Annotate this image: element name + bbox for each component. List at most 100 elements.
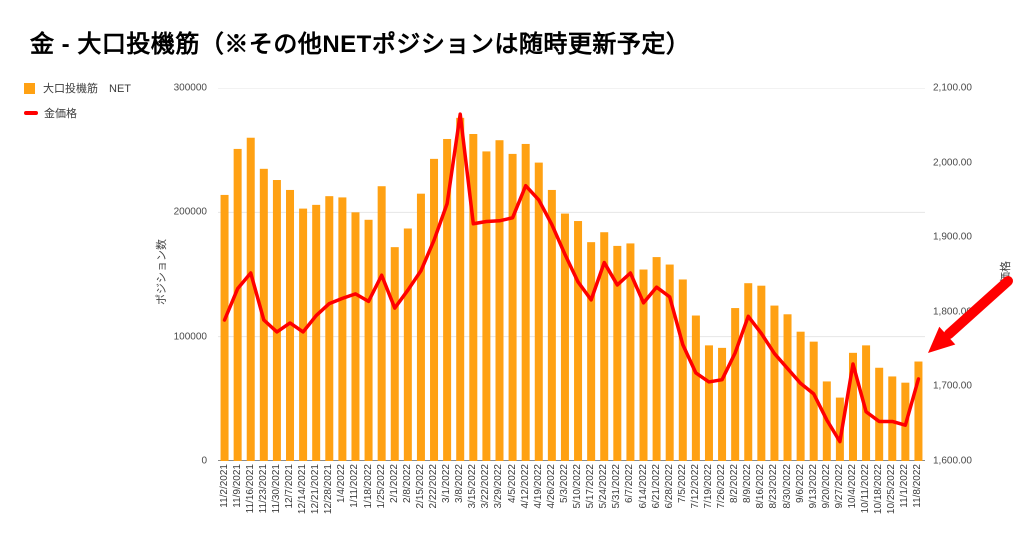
x-axis-date-label: 8/23/2022 xyxy=(768,464,780,509)
left-axis-tick-label: 100000 xyxy=(173,331,207,343)
net-position-bar xyxy=(351,212,360,461)
net-position-bar xyxy=(600,232,609,461)
net-position-bar xyxy=(613,245,622,461)
x-axis-date-label: 1/18/2022 xyxy=(362,464,374,509)
net-position-bar xyxy=(770,305,779,461)
x-axis-date-label: 12/28/2021 xyxy=(323,464,335,515)
net-position-bar xyxy=(796,331,805,461)
x-axis-date-label: 9/6/2022 xyxy=(794,464,806,503)
x-axis-date-label: 5/17/2022 xyxy=(585,464,597,509)
net-position-bar xyxy=(482,151,491,461)
net-position-bar xyxy=(757,285,766,461)
net-position-bar xyxy=(299,208,308,461)
x-axis-date-label: 2/15/2022 xyxy=(414,464,426,509)
x-axis-date-label: 1/25/2022 xyxy=(375,464,387,509)
x-axis-date-label: 6/28/2022 xyxy=(663,464,675,509)
x-axis-date-label: 6/7/2022 xyxy=(624,464,636,503)
x-axis-date-label: 4/26/2022 xyxy=(545,464,557,509)
x-axis-date-label: 5/10/2022 xyxy=(572,464,584,509)
x-axis-date-label: 3/8/2022 xyxy=(454,464,466,503)
net-position-bar xyxy=(495,140,504,461)
net-position-bar xyxy=(691,315,700,461)
x-axis-date-label: 11/1/2022 xyxy=(899,464,911,508)
x-axis-date-label: 4/12/2022 xyxy=(519,464,531,509)
x-axis-date-label: 7/19/2022 xyxy=(702,464,714,509)
x-axis-date-label: 2/1/2022 xyxy=(388,464,400,503)
net-position-bar xyxy=(731,308,740,461)
net-position-bar xyxy=(403,228,412,461)
legend-item-price: 金価格 xyxy=(24,105,131,121)
left-axis-tick-label: 300000 xyxy=(173,82,207,94)
net-position-bar xyxy=(862,345,871,461)
x-axis-date-label: 2/22/2022 xyxy=(428,464,440,509)
bar-series-swatch xyxy=(24,82,35,94)
net-position-bar xyxy=(469,134,478,461)
net-position-bar xyxy=(665,264,674,461)
line-series-label: 金価格 xyxy=(44,108,77,120)
x-axis-date-label: 6/14/2022 xyxy=(637,464,649,509)
net-position-bar xyxy=(718,347,727,461)
x-axis-date-label: 6/21/2022 xyxy=(650,464,662,509)
x-axis-date-label: 4/5/2022 xyxy=(506,464,518,503)
x-axis-date-label: 11/23/2021 xyxy=(257,464,269,514)
net-position-bar xyxy=(390,247,399,461)
line-series-swatch xyxy=(24,111,38,115)
net-position-bar xyxy=(704,345,713,461)
x-axis-date-label: 7/12/2022 xyxy=(689,464,701,509)
net-position-bar xyxy=(508,153,517,461)
right-axis-tick-label: 2,100.00 xyxy=(933,82,972,94)
x-axis-date-label: 5/3/2022 xyxy=(558,464,570,503)
bar-series-label: 大口投機筋 NET xyxy=(43,83,131,95)
net-position-bar xyxy=(809,341,818,461)
x-axis-date-label: 1/11/2022 xyxy=(349,464,361,508)
net-position-bar xyxy=(272,180,281,461)
left-axis-title: ポジション数 xyxy=(156,239,168,305)
net-position-bar xyxy=(430,158,439,461)
right-axis-tick-label: 1,800.00 xyxy=(933,306,972,318)
x-axis-date-label: 5/31/2022 xyxy=(611,464,623,509)
chart-title: 金 - 大口投機筋（※その他NETポジションは随時更新予定） xyxy=(30,31,691,58)
x-axis-date-label: 7/26/2022 xyxy=(716,464,728,509)
net-position-bar xyxy=(560,213,569,461)
net-position-bar xyxy=(639,269,648,461)
net-position-bar xyxy=(377,186,386,461)
x-axis-date-label: 10/25/2022 xyxy=(886,464,898,515)
x-axis-date-label: 8/16/2022 xyxy=(755,464,767,509)
net-position-bar xyxy=(312,204,321,461)
x-axis-date-label: 11/8/2022 xyxy=(912,464,924,508)
x-axis-date-label: 4/19/2022 xyxy=(532,464,544,509)
x-axis-date-label: 10/18/2022 xyxy=(873,464,885,515)
legend-item-net: 大口投機筋 NET xyxy=(24,80,131,96)
x-axis-date-label: 10/4/2022 xyxy=(846,464,858,509)
plot-area xyxy=(218,88,925,461)
x-axis-date-label: 8/9/2022 xyxy=(742,464,754,503)
x-axis-date-label: 1/4/2022 xyxy=(336,464,348,503)
net-position-bar xyxy=(848,352,857,461)
x-axis-date-label: 9/20/2022 xyxy=(820,464,832,509)
net-position-bar xyxy=(678,279,687,461)
net-position-bar xyxy=(246,137,255,461)
net-position-bar xyxy=(521,143,530,461)
net-position-bar xyxy=(875,367,884,461)
x-axis-date-label: 11/2/2021 xyxy=(218,464,230,508)
x-axis-date-label: 8/30/2022 xyxy=(781,464,793,509)
legend: 大口投機筋 NET 金価格 xyxy=(24,80,131,130)
x-axis-date-label: 9/27/2022 xyxy=(833,464,845,509)
right-axis-tick-label: 2,000.00 xyxy=(933,157,972,169)
x-axis-date-label: 5/24/2022 xyxy=(598,464,610,509)
right-axis-tick-label: 1,900.00 xyxy=(933,231,972,243)
net-position-bar xyxy=(626,243,635,461)
net-position-bar xyxy=(574,221,583,461)
x-axis-date-label: 12/14/2021 xyxy=(297,464,309,515)
net-position-bar xyxy=(325,196,334,461)
net-position-bar xyxy=(888,376,897,461)
left-axis-tick-label: 0 xyxy=(201,455,207,467)
net-position-bar xyxy=(652,257,661,461)
net-position-bar xyxy=(534,162,543,461)
net-position-bar xyxy=(587,242,596,461)
x-axis-date-label: 3/29/2022 xyxy=(493,464,505,509)
x-axis-date-label: 3/1/2022 xyxy=(441,464,453,503)
net-position-bar xyxy=(835,397,844,461)
x-axis-date-label: 10/11/2022 xyxy=(860,464,872,514)
